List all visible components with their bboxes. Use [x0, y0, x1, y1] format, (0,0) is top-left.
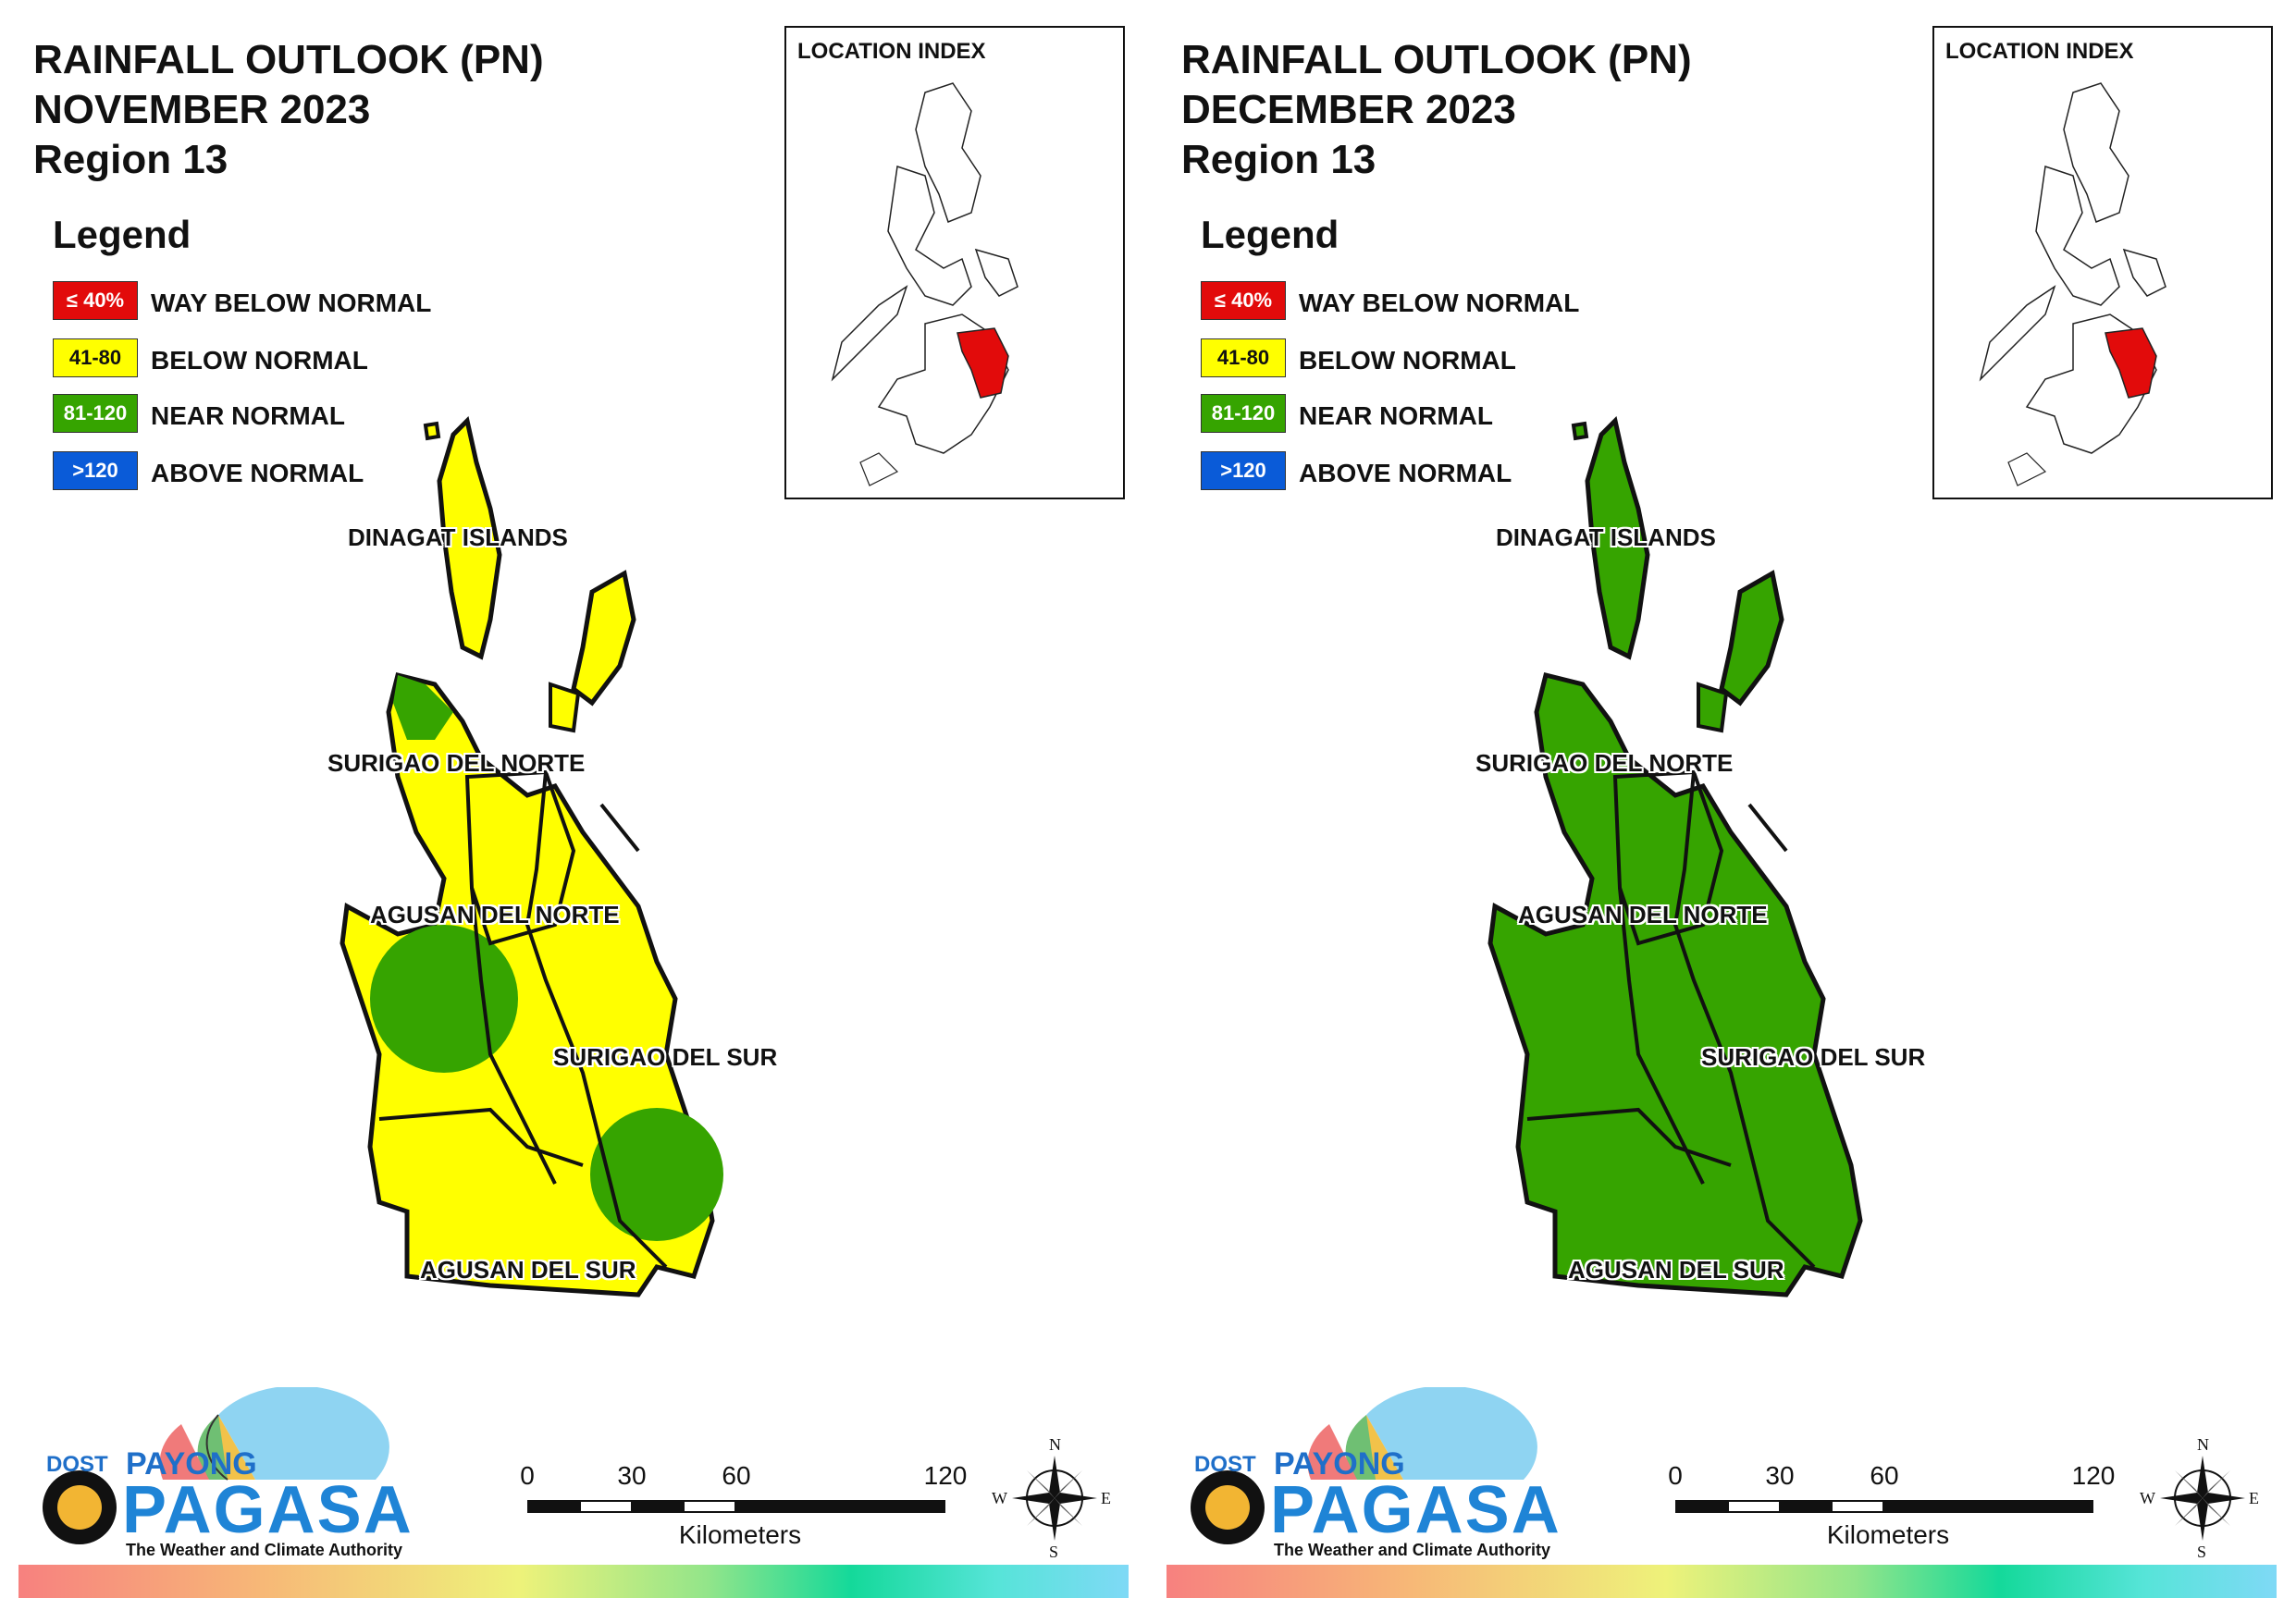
legend-swatch: ≤ 40%	[1201, 281, 1286, 320]
north-arrow-compass: N S E W	[992, 1435, 1111, 1561]
province-dinagat	[1585, 416, 1650, 660]
compass-s: S	[2197, 1543, 2207, 1561]
location-index-inset: LOCATION INDEX	[784, 26, 1125, 499]
title-line-1: RAINFALL OUTLOOK (PN)	[1181, 37, 1692, 82]
title-line-3: Region 13	[1181, 137, 1376, 182]
logo-dost: DOST	[1194, 1452, 1256, 1477]
legend-swatch: 81-120	[53, 394, 138, 433]
scale-tick: 30	[617, 1461, 647, 1490]
region-13-highlight	[957, 327, 1009, 399]
province-dinagat	[437, 416, 502, 660]
outlook-panel-november: RAINFALL OUTLOOK (PN) NOVEMBER 2023 Regi…	[19, 26, 1129, 1598]
legend-label: BELOW NORMAL	[151, 346, 368, 375]
near-normal-patch	[370, 925, 518, 1073]
region-13-highlight	[2105, 327, 2157, 399]
map-title: RAINFALL OUTLOOK (PN) DECEMBER 2023 Regi…	[1181, 35, 1692, 185]
legend-label: BELOW NORMAL	[1299, 346, 1516, 375]
logo-pagasa: PAGASA	[122, 1473, 414, 1547]
legend-swatch: >120	[53, 451, 138, 490]
location-index-inset: LOCATION INDEX	[1932, 26, 2273, 499]
compass-w: W	[2140, 1489, 2155, 1507]
logo-tagline: The Weather and Climate Authority	[1274, 1541, 1551, 1559]
title-line-2: DECEMBER 2023	[1181, 87, 1516, 132]
payong-pagasa-logo: DOST PAYONG PAGASA The Weather and Clima…	[33, 1387, 412, 1572]
umbrella-icon	[1191, 1387, 1537, 1544]
province-label: AGUSAN DEL SUR	[1568, 1256, 1784, 1284]
compass-rose-icon	[1012, 1456, 1097, 1541]
title-line-2: NOVEMBER 2023	[33, 87, 371, 132]
province-label: SURIGAO DEL NORTE	[1475, 749, 1734, 777]
compass-n: N	[1049, 1435, 1061, 1454]
logo-payong: PAYONG	[126, 1446, 257, 1482]
scale-bar: 0 30 60 120 Kilometers	[1668, 1461, 2115, 1554]
legend-label: ABOVE NORMAL	[1299, 459, 1512, 487]
province-label: SURIGAO DEL SUR	[1701, 1043, 1926, 1071]
scale-tick: 60	[1870, 1461, 1899, 1490]
province-label: DINAGAT ISLANDS	[348, 523, 568, 551]
scale-tick: 120	[2071, 1461, 2116, 1490]
legend-label: ABOVE NORMAL	[151, 459, 364, 487]
logo-tagline: The Weather and Climate Authority	[126, 1541, 403, 1559]
scale-tick: 0	[1668, 1461, 1683, 1490]
province-label: SURIGAO DEL SUR	[553, 1043, 778, 1071]
compass-s: S	[1049, 1543, 1059, 1561]
legend-swatch: >120	[1201, 451, 1286, 490]
province-mainland	[1487, 671, 1863, 1297]
inset-title: LOCATION INDEX	[1945, 39, 2134, 64]
footer-color-strip	[19, 1565, 1129, 1598]
umbrella-icon	[43, 1387, 389, 1544]
payong-pagasa-logo: DOST PAYONG PAGASA The Weather and Clima…	[1181, 1387, 1560, 1572]
logo-pagasa: PAGASA	[1270, 1473, 1562, 1547]
footer-color-strip	[1167, 1565, 2277, 1598]
legend-swatch: 81-120	[1201, 394, 1286, 433]
map-title: RAINFALL OUTLOOK (PN) NOVEMBER 2023 Regi…	[33, 35, 544, 185]
compass-e: E	[2249, 1489, 2259, 1507]
legend-heading: Legend	[53, 213, 191, 256]
compass-w: W	[992, 1489, 1007, 1507]
scale-bar: 0 30 60 120 Kilometers	[520, 1461, 967, 1554]
legend-label: WAY BELOW NORMAL	[1299, 289, 1580, 317]
province-label: SURIGAO DEL NORTE	[327, 749, 586, 777]
title-line-3: Region 13	[33, 137, 228, 182]
compass-n: N	[2197, 1435, 2209, 1454]
scale-unit: Kilometers	[1826, 1520, 1950, 1549]
scale-tick: 30	[1765, 1461, 1795, 1490]
legend-label: WAY BELOW NORMAL	[151, 289, 432, 317]
near-normal-patch	[393, 675, 453, 740]
title-line-1: RAINFALL OUTLOOK (PN)	[33, 37, 544, 82]
region-13-rainfall-map	[1487, 416, 1863, 1297]
legend-heading: Legend	[1201, 213, 1339, 256]
province-label: AGUSAN DEL NORTE	[1518, 901, 1768, 928]
province-label: AGUSAN DEL NORTE	[370, 901, 620, 928]
scale-tick: 120	[923, 1461, 968, 1490]
north-arrow-compass: N S E W	[2140, 1435, 2259, 1561]
legend-label: NEAR NORMAL	[151, 401, 345, 430]
legend-label: NEAR NORMAL	[1299, 401, 1493, 430]
outlook-panel-december: RAINFALL OUTLOOK (PN) DECEMBER 2023 Regi…	[1148, 0, 2296, 1623]
philippines-outline-map	[1979, 82, 2166, 486]
island-siargao	[1719, 570, 1784, 707]
province-label: AGUSAN DEL SUR	[420, 1256, 636, 1284]
scale-tick: 60	[722, 1461, 751, 1490]
island-siargao	[571, 570, 636, 707]
philippines-outline-map	[831, 82, 1018, 486]
legend-swatch: 41-80	[1201, 338, 1286, 377]
region-13-rainfall-map	[339, 416, 723, 1297]
near-normal-patch	[590, 1108, 723, 1241]
legend-swatch: 41-80	[53, 338, 138, 377]
scale-tick: 0	[520, 1461, 535, 1490]
scale-unit: Kilometers	[678, 1520, 802, 1549]
compass-e: E	[1101, 1489, 1111, 1507]
legend-swatch: ≤ 40%	[53, 281, 138, 320]
logo-payong: PAYONG	[1274, 1446, 1405, 1482]
inset-title: LOCATION INDEX	[797, 39, 986, 64]
province-label: DINAGAT ISLANDS	[1496, 523, 1716, 551]
compass-rose-icon	[2160, 1456, 2245, 1541]
logo-dost: DOST	[46, 1452, 108, 1477]
